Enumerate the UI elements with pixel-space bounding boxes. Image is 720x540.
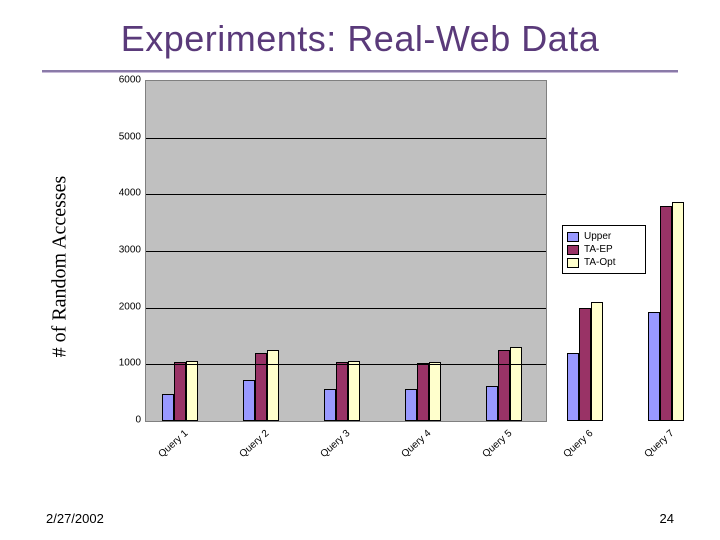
y-axis-label: # of Random Accesses xyxy=(49,157,72,377)
bar xyxy=(672,202,684,421)
chart-area: 0100020003000400050006000Query 1Query 2Q… xyxy=(105,80,545,420)
slide-root: Experiments: Real-Web Data # of Random A… xyxy=(0,0,720,540)
y-tick-label: 0 xyxy=(105,415,141,426)
gridline xyxy=(146,194,546,195)
y-tick-label: 5000 xyxy=(105,131,141,142)
legend-swatch xyxy=(567,258,579,268)
bar xyxy=(591,302,603,421)
legend-swatch xyxy=(567,245,579,255)
footer-date: 2/27/2002 xyxy=(46,511,104,526)
gridline xyxy=(146,364,546,365)
y-tick-label: 3000 xyxy=(105,245,141,256)
legend-item: Upper xyxy=(567,231,641,242)
title-underline xyxy=(42,70,678,73)
bar xyxy=(648,312,660,421)
y-tick-label: 4000 xyxy=(105,188,141,199)
bar xyxy=(405,389,417,421)
bar xyxy=(336,362,348,421)
bar xyxy=(486,386,498,421)
gridline xyxy=(146,251,546,252)
legend-label: Upper xyxy=(584,231,611,242)
footer-page-number: 24 xyxy=(660,511,674,526)
y-tick-label: 1000 xyxy=(105,358,141,369)
x-tick-label: Query 6 xyxy=(543,428,595,476)
x-tick-label: Query 1 xyxy=(138,428,190,476)
bar xyxy=(510,347,522,421)
bar xyxy=(660,206,672,421)
legend-swatch xyxy=(567,232,579,242)
y-tick-label: 6000 xyxy=(105,75,141,86)
bar xyxy=(186,361,198,421)
bar xyxy=(417,363,429,421)
x-tick-label: Query 7 xyxy=(624,428,676,476)
legend-label: TA-EP xyxy=(584,244,613,255)
gridline xyxy=(146,138,546,139)
bar xyxy=(567,353,579,421)
y-tick-label: 2000 xyxy=(105,301,141,312)
bar xyxy=(324,389,336,421)
legend: Upper TA-EP TA-Opt xyxy=(562,225,646,274)
x-tick-label: Query 4 xyxy=(381,428,433,476)
bar xyxy=(498,350,510,421)
bar xyxy=(162,394,174,421)
legend-label: TA-Opt xyxy=(584,257,615,268)
gridline xyxy=(146,308,546,309)
x-tick-label: Query 3 xyxy=(300,428,352,476)
bar xyxy=(429,362,441,421)
x-tick-label: Query 5 xyxy=(462,428,514,476)
bar xyxy=(267,350,279,421)
bar xyxy=(348,361,360,421)
bar xyxy=(255,353,267,421)
legend-item: TA-EP xyxy=(567,244,641,255)
bar xyxy=(174,362,186,421)
slide-title: Experiments: Real-Web Data xyxy=(0,18,720,60)
plot-area xyxy=(145,80,547,422)
bar xyxy=(579,308,591,421)
x-tick-label: Query 2 xyxy=(219,428,271,476)
bar xyxy=(243,380,255,421)
legend-item: TA-Opt xyxy=(567,257,641,268)
